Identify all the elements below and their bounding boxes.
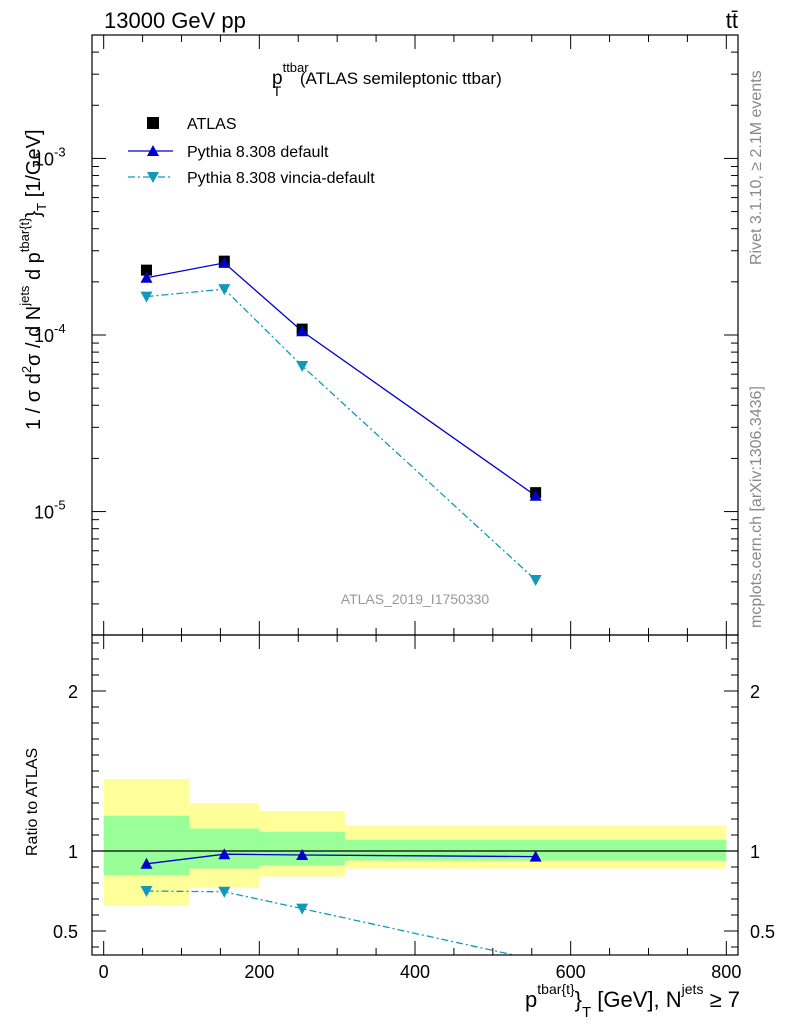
ratio-uncertainty-bands <box>92 779 738 906</box>
tick-labels: 10-3 10-4 10-5 0 200 400 600 800 0.5 0.5 1 1 2 2 <box>34 144 775 982</box>
analysis-watermark: ATLAS_2019_I1750330 <box>341 591 490 607</box>
ratio-line-default <box>146 853 536 865</box>
y-tick-label-ratio-left: 2 <box>68 682 78 702</box>
data-point-default <box>529 489 542 501</box>
data-point-default <box>140 271 153 283</box>
energy-label: 13000 GeV pp <box>104 8 246 33</box>
rivet-label: Rivet 3.1.10, ≥ 2.1M events <box>748 70 765 265</box>
legend-atlas-label: ATLAS <box>187 116 237 133</box>
y-axis-label: 1 / σ d2σ / d Njets d ptbar{t}}T [1/GeV] <box>17 129 49 430</box>
legend-default-label: Pythia 8.308 default <box>187 144 329 161</box>
y-tick-label-ratio-right: 2 <box>750 682 760 702</box>
data-point-vincia <box>296 360 309 372</box>
main-series-lines <box>146 262 537 581</box>
ratio-line-vincia <box>146 890 517 955</box>
band-inner <box>259 831 345 866</box>
x-tick-label: 800 <box>711 962 741 982</box>
legend-vincia-label: Pythia 8.308 vincia-default <box>187 170 375 187</box>
legend-vincia-marker <box>147 172 159 183</box>
y-tick-label-main: 10-3 <box>34 144 66 169</box>
ratio-series-markers <box>140 848 542 915</box>
data-point-vincia <box>529 574 542 586</box>
data-point-vincia <box>140 291 153 303</box>
y-tick-label-ratio-left: 0.5 <box>53 922 78 942</box>
legend: ATLAS Pythia 8.308 default Pythia 8.308 … <box>128 116 375 187</box>
legend-default-marker <box>147 145 159 156</box>
ratio-point-default <box>296 849 309 860</box>
ratio-series-lines <box>146 853 536 955</box>
data-point-vincia <box>218 284 231 296</box>
data-point-default <box>296 325 309 337</box>
ratio-point-vincia <box>296 903 309 915</box>
ratio-point-default <box>140 857 153 869</box>
y-tick-label-ratio-right: 1 <box>750 842 760 862</box>
data-point-atlas <box>140 264 152 276</box>
x-tick-label: 0 <box>99 962 109 982</box>
x-tick-label: 600 <box>556 962 586 982</box>
ratio-point-default <box>529 850 542 862</box>
ratio-point-default <box>218 848 231 860</box>
ratio-axis-label: Ratio to ATLAS <box>24 748 41 856</box>
main-series-markers <box>140 255 542 586</box>
x-tick-label: 400 <box>400 962 430 982</box>
ratio-point-vincia <box>140 886 153 897</box>
y-tick-label-main: 10-4 <box>34 321 66 346</box>
series-line-default <box>146 262 537 497</box>
plot-title: pttbar T (ATLAS semileptonic ttbar) <box>272 60 502 99</box>
series-line-vincia <box>146 288 537 581</box>
x-axis-label: ptbar{t}}T [GeV], Njets ≥ 7 <box>525 981 740 1021</box>
y-tick-label-ratio-left: 1 <box>68 842 78 862</box>
mcplots-label: mcplots.cern.ch [arXiv:1306.3436] <box>748 386 765 628</box>
ratio-point-vincia <box>218 886 231 898</box>
ratio-plot-frame <box>91 634 739 956</box>
y-tick-label-main: 10-5 <box>34 498 66 523</box>
y-tick-label-ratio-right: 0.5 <box>750 922 775 942</box>
process-label: tt̄ <box>726 8 738 33</box>
x-tick-label: 200 <box>244 962 274 982</box>
legend-atlas-marker <box>147 117 159 129</box>
data-point-default <box>218 256 231 268</box>
